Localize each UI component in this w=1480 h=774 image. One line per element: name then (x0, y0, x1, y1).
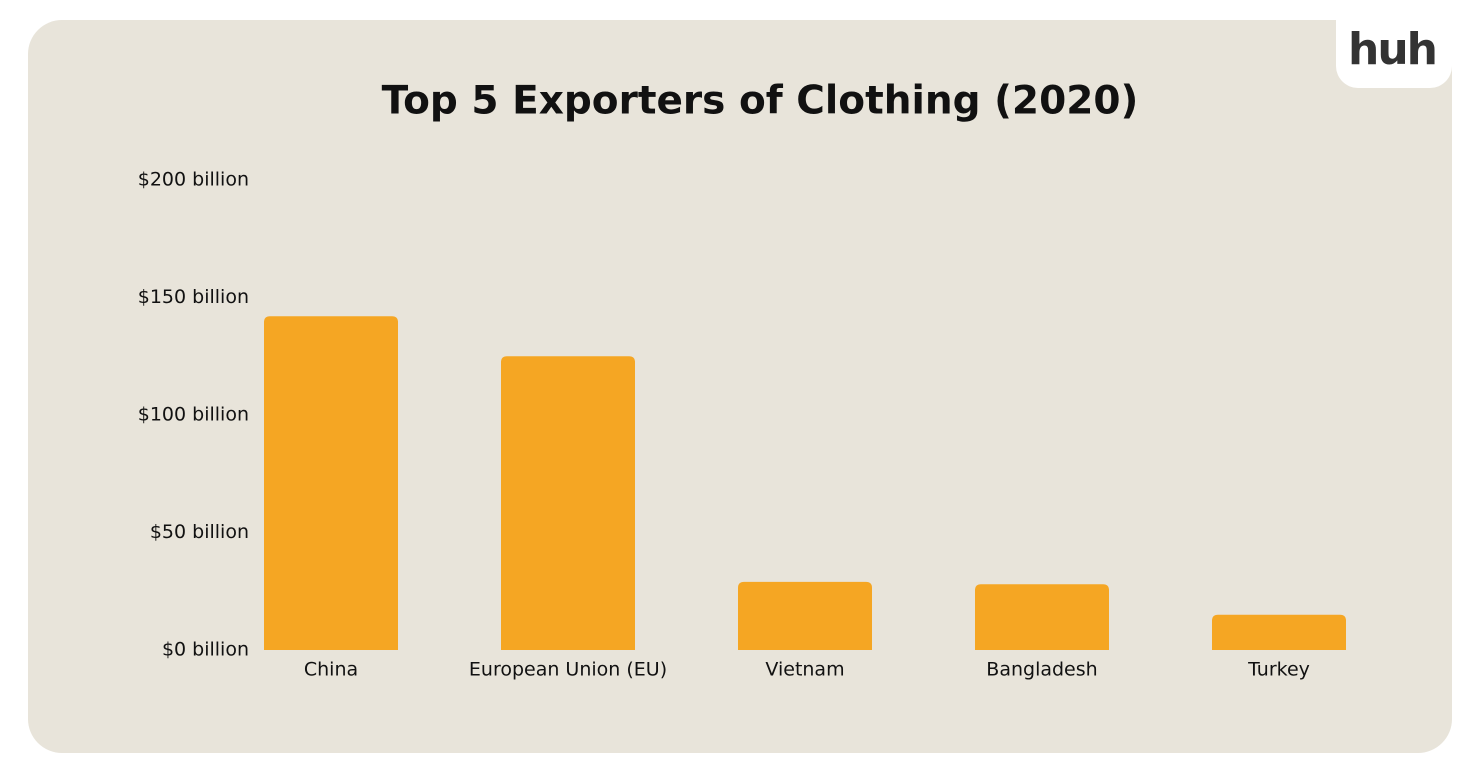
y-tick-label: $0 billion (162, 639, 249, 661)
bar (738, 581, 872, 650)
chart-title: Top 5 Exporters of Clothing (2020) (382, 79, 1139, 124)
logo: huh (1348, 24, 1436, 75)
y-tick-label: $100 billion (138, 404, 249, 426)
bar (501, 356, 635, 650)
x-tick-label: Turkey (1247, 659, 1310, 681)
logo-box-top (1336, 0, 1452, 40)
x-tick-label: European Union (EU) (469, 659, 667, 681)
y-tick-label: $50 billion (150, 521, 249, 543)
x-tick-label: Bangladesh (986, 659, 1097, 681)
bar (975, 584, 1109, 650)
x-tick-label: Vietnam (765, 659, 844, 681)
x-tick-label: China (304, 659, 358, 681)
bar (264, 316, 398, 650)
y-tick-label: $200 billion (138, 169, 249, 191)
bar (1212, 614, 1346, 650)
y-tick-label: $150 billion (138, 286, 249, 308)
